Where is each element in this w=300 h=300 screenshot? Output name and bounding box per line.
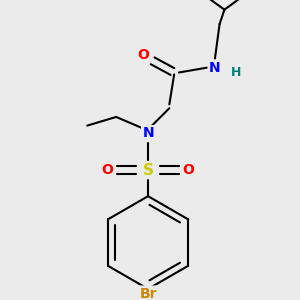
- Text: S: S: [142, 163, 154, 178]
- Text: O: O: [137, 48, 149, 62]
- Text: O: O: [101, 163, 113, 177]
- Text: N: N: [142, 126, 154, 140]
- Text: O: O: [183, 163, 195, 177]
- Text: N: N: [209, 61, 220, 75]
- Text: H: H: [231, 66, 241, 79]
- Text: Br: Br: [139, 287, 157, 300]
